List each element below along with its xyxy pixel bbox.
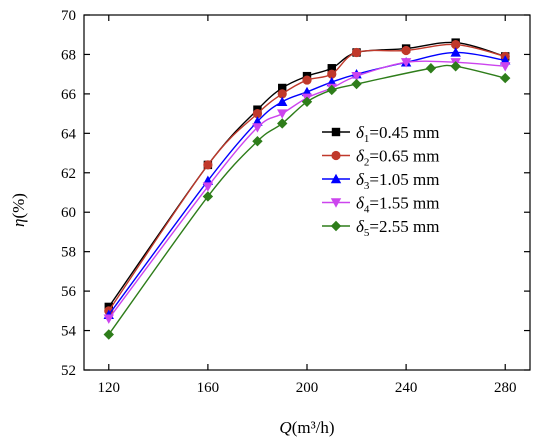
x-axis-symbol: Q bbox=[279, 418, 291, 437]
data-point bbox=[450, 61, 461, 72]
data-point bbox=[203, 160, 213, 170]
legend-item-5: δ5=2.55 mm bbox=[322, 217, 439, 239]
series-4 bbox=[103, 58, 511, 324]
legend-label: δ3=1.05 mm bbox=[356, 170, 439, 192]
data-point bbox=[425, 63, 437, 74]
data-point bbox=[450, 47, 461, 57]
legend-marker bbox=[330, 173, 342, 184]
legend-marker bbox=[331, 127, 341, 137]
y-tick-label: 58 bbox=[61, 245, 76, 261]
x-axis-unit: (m³/h) bbox=[292, 418, 335, 437]
y-axis-unit: (%) bbox=[9, 193, 28, 218]
data-point bbox=[277, 89, 287, 99]
x-axis-title: Q(m³/h) bbox=[279, 418, 334, 437]
y-tick-label: 60 bbox=[61, 205, 76, 221]
legend-item-4: δ4=1.55 mm bbox=[322, 194, 439, 216]
data-point bbox=[351, 78, 362, 90]
y-tick-label: 62 bbox=[61, 166, 76, 182]
axis-ticks: 120 160 200 240 280 52 54 56 58 60 62 64 66 68 70 bbox=[61, 8, 530, 396]
y-tick-label: 64 bbox=[61, 126, 77, 142]
legend-label: δ1=0.45 mm bbox=[356, 123, 439, 145]
data-point bbox=[327, 69, 337, 79]
y-tick-label: 66 bbox=[61, 87, 77, 103]
series-2 bbox=[104, 39, 510, 316]
y-tick-label: 54 bbox=[61, 324, 77, 340]
x-tick-label: 240 bbox=[395, 380, 418, 396]
data-point bbox=[351, 47, 362, 58]
legend-item-1: δ1=0.45 mm bbox=[322, 123, 439, 145]
legend-marker bbox=[330, 198, 342, 208]
data-point bbox=[327, 64, 336, 73]
data-point bbox=[400, 58, 412, 68]
y-tick-label: 52 bbox=[61, 363, 76, 379]
data-point bbox=[302, 75, 312, 85]
data-point bbox=[103, 329, 114, 340]
data-point bbox=[301, 96, 313, 107]
legend-label: δ2=0.65 mm bbox=[356, 147, 439, 169]
data-point bbox=[252, 136, 263, 147]
data-point bbox=[401, 45, 411, 56]
data-point bbox=[278, 83, 287, 93]
y-tick-label: 70 bbox=[61, 8, 76, 24]
x-tick-label: 120 bbox=[98, 380, 121, 396]
y-axis-title: η(%) bbox=[9, 193, 28, 227]
series-3 bbox=[103, 47, 511, 319]
data-point bbox=[277, 96, 288, 106]
data-point bbox=[326, 84, 337, 96]
data-point bbox=[277, 109, 288, 119]
data-point bbox=[277, 118, 288, 129]
y-axis-symbol: η bbox=[9, 219, 28, 227]
data-point bbox=[500, 72, 511, 84]
legend-label: δ4=1.55 mm bbox=[356, 194, 439, 216]
x-tick-label: 160 bbox=[197, 380, 220, 396]
x-tick-label: 200 bbox=[296, 380, 319, 396]
legend-item-3: δ3=1.05 mm bbox=[322, 170, 439, 192]
data-point bbox=[103, 314, 114, 324]
data-point bbox=[252, 109, 263, 119]
data-point bbox=[252, 123, 263, 133]
data-point bbox=[351, 71, 362, 82]
series-layer bbox=[103, 38, 511, 340]
y-tick-label: 68 bbox=[61, 47, 76, 63]
series-5 bbox=[103, 61, 511, 340]
data-point bbox=[500, 62, 511, 72]
legend-label: δ5=2.55 mm bbox=[356, 217, 439, 239]
legend-marker bbox=[330, 220, 342, 232]
data-point bbox=[202, 182, 214, 192]
data-point bbox=[202, 191, 214, 202]
x-tick-label: 280 bbox=[494, 380, 517, 396]
data-point bbox=[451, 39, 461, 50]
legend-item-2: δ2=0.65 mm bbox=[322, 147, 439, 169]
legend-marker bbox=[331, 150, 341, 161]
y-tick-label: 56 bbox=[61, 284, 77, 300]
